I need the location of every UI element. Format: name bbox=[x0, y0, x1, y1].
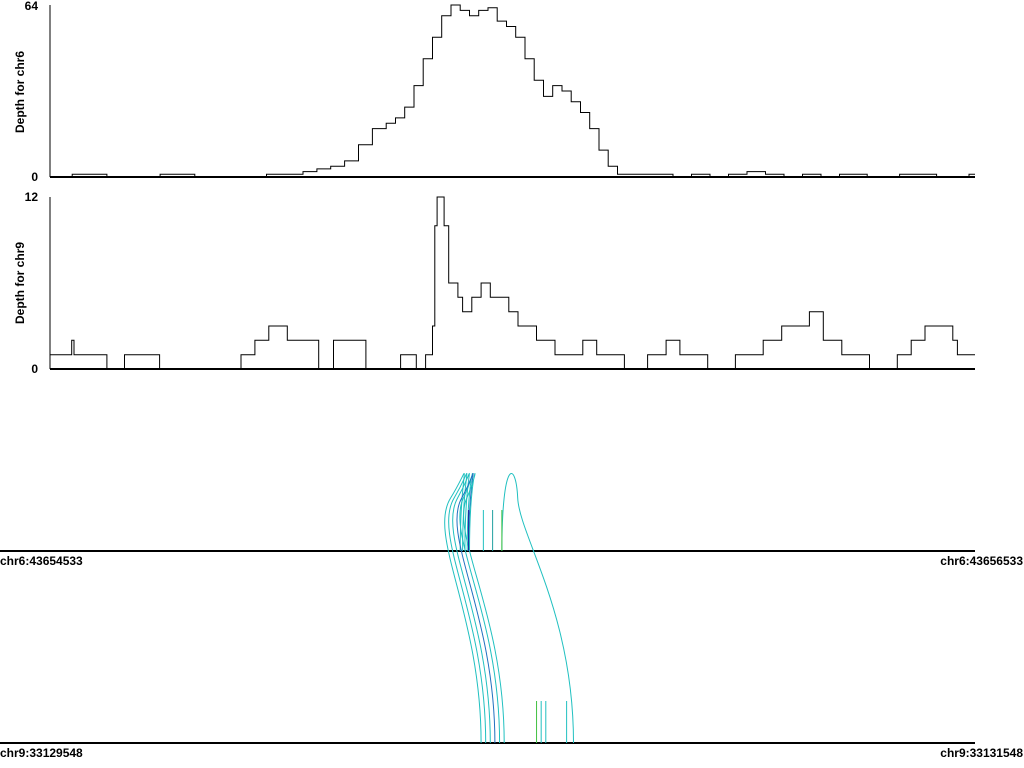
link-arc-6 bbox=[463, 472, 505, 744]
chr6-depth-panel: Depth for chr6 64 0 bbox=[13, 0, 975, 184]
chr6-ytick-max: 64 bbox=[25, 0, 39, 13]
chr6-depth-line bbox=[50, 4, 975, 178]
chr9-start-label: chr9:33129548 bbox=[0, 746, 83, 760]
chr9-ylabel: Depth for chr9 bbox=[13, 242, 27, 324]
chr6-end-label: chr6:43656533 bbox=[940, 554, 1023, 568]
link-arc-1 bbox=[444, 472, 482, 744]
chr6-ytick-min: 0 bbox=[31, 170, 38, 184]
chr9-depth-panel: Depth for chr9 12 0 bbox=[13, 190, 975, 376]
chr6-start-label: chr6:43654533 bbox=[0, 554, 83, 568]
link-arc-2 bbox=[448, 472, 487, 744]
chr9-ytick-max: 12 bbox=[25, 190, 39, 204]
chr6-ylabel: Depth for chr6 bbox=[13, 51, 27, 133]
link-arc-3 bbox=[452, 472, 491, 744]
link-arc-4 bbox=[459, 472, 501, 744]
link-arc-7 bbox=[501, 472, 574, 744]
chr9-end-label: chr9:33131548 bbox=[940, 746, 1023, 760]
link-panel: chr6:43654533 chr6:43656533 chr9:3312954… bbox=[0, 472, 1023, 760]
links-layer bbox=[444, 472, 574, 744]
chr9-ytick-min: 0 bbox=[31, 362, 38, 376]
ticks-layer bbox=[468, 510, 568, 743]
chr9-depth-line bbox=[50, 196, 975, 370]
